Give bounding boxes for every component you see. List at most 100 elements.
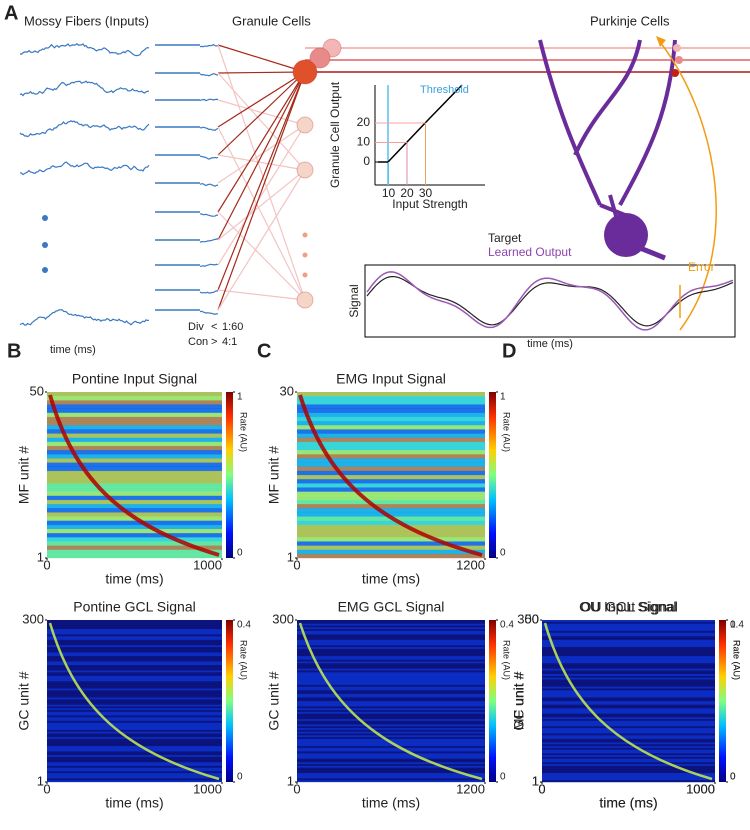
heatmap-stripe (47, 520, 222, 526)
heatmap-title: EMG Input Signal (336, 371, 446, 387)
heatmap-stripe (542, 737, 715, 740)
heatmap-stripe (542, 679, 715, 682)
mf-trace (19, 120, 150, 138)
heatmap-stripe (47, 663, 222, 666)
heatmap-panel (297, 392, 485, 559)
heatmap-stripe (297, 654, 485, 657)
target-label: Target (488, 231, 522, 245)
heatmap-stripe (297, 710, 485, 713)
heatmap-stripe (297, 733, 485, 736)
heatmap-stripe (297, 686, 485, 689)
heatmap-stripe (47, 629, 222, 632)
heatmap-stripe (542, 735, 715, 738)
heatmap-stripe (542, 715, 715, 718)
heatmap-stripe (297, 675, 485, 678)
heatmap-stripe (47, 630, 222, 633)
dot (42, 215, 48, 221)
heatmap-stripe (47, 699, 222, 702)
granule-cell (292, 59, 318, 85)
heatmap-stripe (297, 524, 485, 530)
mf-gc-link (217, 124, 306, 184)
heatmap-stripe (47, 641, 222, 644)
heatmap-stripe (297, 621, 485, 624)
colorbar-label: Rate (AU) (239, 412, 249, 452)
heatmap-diagonal (48, 622, 220, 781)
heatmap-stripe (47, 661, 222, 664)
heatmap-stripe (542, 665, 715, 668)
heatmap-stripe (47, 638, 222, 641)
heatmap-stripe (542, 749, 715, 752)
colorbar (489, 392, 496, 558)
heatmap-stripe (297, 764, 485, 767)
heatmap-stripe (297, 487, 485, 492)
heatmap-stripe (297, 437, 485, 443)
heatmap-stripe (47, 483, 222, 488)
mf-gc-link (217, 211, 306, 301)
heatmap-stripe (542, 693, 715, 696)
y-tick-label: 300 (22, 611, 44, 626)
heatmap-stripe (542, 710, 715, 713)
heatmap-stripe (542, 778, 715, 781)
mf-trace (19, 43, 150, 57)
heatmap-stripe (297, 668, 485, 671)
mf-terminal (199, 98, 219, 102)
heatmap-stripe (47, 450, 222, 455)
heatmap-stripe (297, 636, 485, 639)
heatmap-stripe (297, 749, 485, 752)
heatmap-stripe (297, 632, 485, 635)
learned-trace (366, 271, 734, 331)
y-tick-label: 30 (280, 383, 294, 398)
heatmap-stripe (297, 533, 485, 538)
mf-trace (19, 80, 150, 97)
heatmap-stripe (542, 708, 715, 711)
panel-label: D (502, 340, 516, 362)
x-tick-label: 1000 (686, 781, 715, 796)
heatmap-stripe (47, 627, 222, 630)
mf-gc-link (217, 71, 306, 311)
heatmap-stripe (297, 769, 485, 772)
heatmap-stripe (297, 483, 485, 488)
threshold-label: Threshold (420, 84, 469, 96)
heatmap-stripe (47, 688, 222, 691)
heatmap-stripe (297, 760, 485, 763)
heatmap-stripe (47, 553, 222, 559)
heatmap-stripe (47, 545, 222, 550)
heatmap-stripe (297, 396, 485, 401)
heatmap-stripe (47, 715, 222, 718)
mf-terminal (199, 126, 219, 131)
heatmap-stripe (542, 638, 715, 641)
mf-terminal (199, 290, 219, 294)
inset-ytick-label: 10 (357, 135, 371, 149)
dot (42, 242, 48, 248)
x-tick-label: 0 (43, 557, 50, 572)
colorbar-tick-label: 0 (730, 772, 736, 783)
heatmap-stripe (297, 634, 485, 637)
heatmap-stripe (47, 774, 222, 777)
heatmap-stripe (542, 648, 715, 651)
heatmap-panel (47, 392, 222, 559)
heatmap-stripe (297, 512, 485, 517)
synapse (673, 44, 681, 52)
purkinje-axon (639, 245, 666, 261)
heatmap-stripe (47, 512, 222, 517)
heatmap-stripe (47, 771, 222, 774)
heatmap-stripe (297, 429, 485, 434)
heatmap-stripe (542, 657, 715, 660)
heatmap-stripe (542, 764, 715, 767)
heatmap-stripe (297, 692, 485, 695)
x-tick-label: 1200 (456, 557, 485, 572)
heatmap-stripe (297, 475, 485, 480)
heatmap-stripe (542, 717, 715, 720)
x-tick-label: 0 (538, 781, 545, 796)
heatmap-stripe (297, 648, 485, 651)
heatmap-stripe (542, 621, 715, 624)
heatmap-stripe (297, 666, 485, 669)
heatmap-stripe (47, 747, 222, 750)
heatmap-stripe (47, 647, 222, 650)
heatmap-stripe (542, 670, 715, 673)
colorbar-tick-label: 1 (237, 392, 243, 403)
heatmap-stripe (542, 630, 715, 633)
panel-label: B (7, 340, 21, 362)
heatmap-diagonal (298, 622, 483, 781)
